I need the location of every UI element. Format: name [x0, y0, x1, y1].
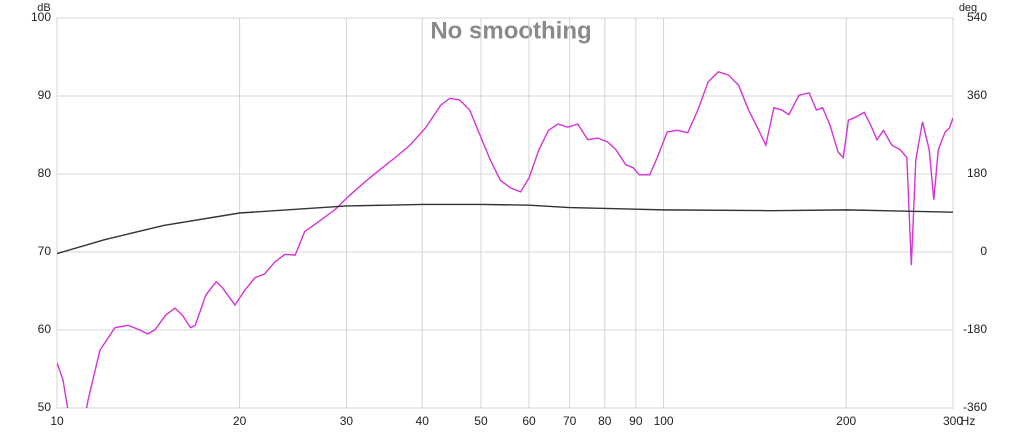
y2-tick-label: -180 — [963, 322, 987, 336]
y2-tick-label: -360 — [963, 400, 987, 414]
y2-tick-label: 540 — [967, 10, 987, 24]
x-tick-label: 300 — [943, 414, 963, 428]
x-tick-label: 60 — [522, 414, 536, 428]
plot-area — [56, 17, 954, 409]
y2-tick-label: 360 — [967, 88, 987, 102]
plot — [56, 17, 954, 409]
line-series — [57, 203, 953, 255]
x-tick-label: 20 — [233, 414, 247, 428]
y-tick-label: 50 — [38, 400, 52, 414]
y-axis-label: dB — [37, 2, 50, 14]
x-tick-label: 70 — [563, 414, 577, 428]
y-tick-label: 70 — [38, 244, 52, 258]
x-tick-label: 80 — [598, 414, 612, 428]
y-tick-label: 60 — [38, 322, 52, 336]
x-tick-label: 50 — [474, 414, 488, 428]
x-axis-label: Hz — [961, 414, 976, 428]
y2-tick-label: 0 — [980, 244, 987, 258]
line-series — [57, 71, 953, 408]
x-tick-label: 200 — [836, 414, 856, 428]
y-tick-label: 90 — [38, 88, 52, 102]
y2-axis-label: deg — [959, 2, 977, 14]
x-tick-label: 90 — [629, 414, 643, 428]
chart-title: No smoothing — [430, 17, 591, 44]
x-tick-label: 30 — [340, 414, 354, 428]
x-tick-label: 100 — [654, 414, 674, 428]
x-tick-label: 40 — [416, 414, 430, 428]
y-tick-label: 100 — [31, 10, 51, 24]
x-tick-label: 10 — [50, 414, 64, 428]
y2-tick-label: 180 — [967, 166, 987, 180]
y-tick-label: 80 — [38, 166, 52, 180]
